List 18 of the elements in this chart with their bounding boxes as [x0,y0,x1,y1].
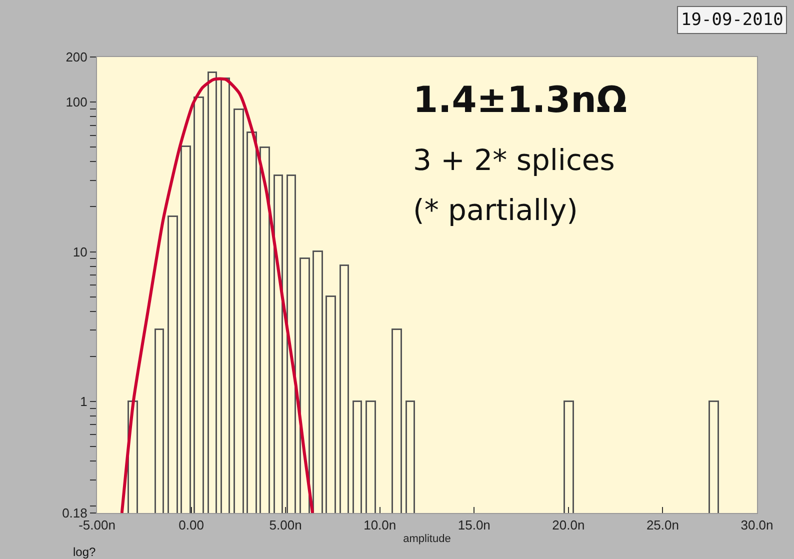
text: 19-09-2010 [681,10,784,30]
y-tick-label: 200 [66,50,88,65]
x-tick-label: 30.0n [740,518,774,533]
annotation: 1.4±1.3nΩ [413,80,627,121]
x-tick-label: 0.00 [178,518,204,533]
y-tick-label: 10 [72,244,88,260]
annotation: (* partially) [413,193,578,227]
x-tick-label: 25.0n [646,518,679,533]
x-tick-label: 5.00n [269,518,302,533]
x-axis-title: amplitude [403,532,451,545]
y-tick-label: 100 [66,94,88,110]
y-tick-label: 1 [80,394,88,410]
annotation: 3 + 2* splices [413,143,615,177]
x-tick-label: 20.0n [552,518,585,533]
text: log? [73,545,96,559]
x-tick-label: 10.0n [364,518,396,533]
line-series [120,77,314,513]
x-tick-label: 15.0n [458,518,490,533]
